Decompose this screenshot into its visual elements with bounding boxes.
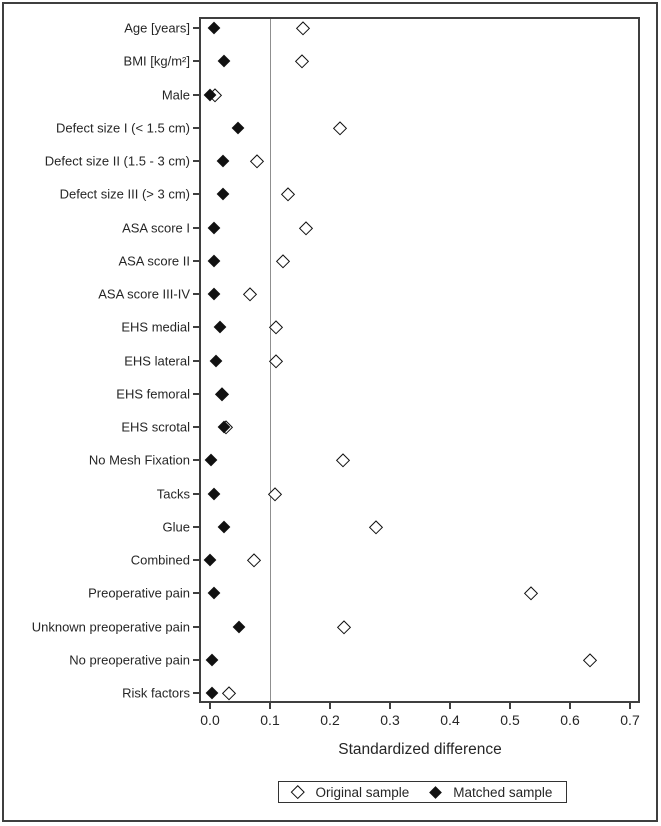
x-axis-title: Standardized difference <box>338 741 502 758</box>
y-axis-tick <box>193 625 200 628</box>
x-axis-tick-label: 0.2 <box>320 712 340 728</box>
y-axis-tick <box>193 692 200 694</box>
y-axis-tick <box>193 392 200 395</box>
y-axis-label: Defect size I (< 1.5 cm) <box>55 120 190 136</box>
y-axis-tick <box>193 27 200 29</box>
x-axis-tick-label: 0.7 <box>620 712 640 728</box>
y-axis-label: ASA score I <box>122 220 190 235</box>
legend-label-matched: Matched sample <box>453 784 553 800</box>
y-axis-label: ASA score III-IV <box>98 286 190 302</box>
x-axis-tick <box>569 703 571 709</box>
legend: Original sample Matched sample <box>278 781 568 803</box>
y-axis-label: BMI [kg/m²] <box>123 53 190 69</box>
y-axis-label: Age [years] <box>124 20 190 36</box>
y-axis-label: Preoperative pain <box>88 585 190 601</box>
y-axis-tick <box>193 160 200 162</box>
y-axis-label: EHS lateral <box>124 353 190 368</box>
y-axis-label: Risk factors <box>122 685 190 701</box>
y-axis-tick <box>193 592 200 595</box>
legend-label-original: Original sample <box>315 784 410 800</box>
x-axis-tick <box>329 703 331 709</box>
y-axis-tick <box>193 559 200 561</box>
y-axis-tick <box>193 326 200 329</box>
plot-area <box>199 17 640 703</box>
y-axis-label: Male <box>161 87 190 102</box>
y-axis-tick <box>193 359 200 362</box>
x-axis-tick <box>509 703 511 709</box>
x-axis-tick-label: 0.0 <box>200 712 220 728</box>
y-axis-tick <box>193 658 200 661</box>
y-axis-tick <box>193 492 200 495</box>
x-axis-tick-label: 0.4 <box>440 712 460 728</box>
y-axis-label: EHS medial <box>121 319 190 335</box>
y-axis-tick <box>193 259 200 262</box>
x-axis-tick-label: 0.5 <box>500 712 520 728</box>
y-axis-tick <box>193 126 200 129</box>
y-axis-label: EHS femoral <box>116 386 190 402</box>
y-axis-tick <box>193 293 200 295</box>
open-diamond-icon <box>291 785 305 799</box>
x-axis-tick <box>449 703 451 709</box>
x-axis-tick <box>209 703 211 709</box>
y-axis-tick <box>193 459 200 462</box>
y-axis-label: No preoperative pain <box>69 652 190 668</box>
y-axis-label: EHS scrotal <box>121 419 190 435</box>
y-axis-tick <box>193 60 200 63</box>
y-axis-label: Tacks <box>156 486 190 501</box>
legend-item-matched: Matched sample <box>429 784 553 800</box>
filled-diamond-icon <box>429 785 443 799</box>
x-axis-tick-label: 0.6 <box>560 712 580 728</box>
y-axis-tick <box>193 426 200 428</box>
y-axis-label: Combined <box>130 552 190 568</box>
x-axis-tick <box>629 703 631 709</box>
y-axis-label: Defect size II (1.5 - 3 cm) <box>44 153 190 169</box>
y-axis-label: Glue <box>162 519 190 535</box>
y-axis-label: No Mesh Fixation <box>88 452 190 468</box>
y-axis-tick <box>193 226 200 229</box>
y-axis-label: Unknown preoperative pain <box>31 619 190 634</box>
legend-item-original: Original sample <box>291 784 410 800</box>
y-axis-label: ASA score II <box>118 253 190 269</box>
y-axis-tick <box>193 193 200 196</box>
y-axis-tick <box>193 525 200 528</box>
x-axis-tick <box>389 703 391 709</box>
y-axis-label: Defect size III (> 3 cm) <box>59 186 190 202</box>
x-axis-tick-label: 0.3 <box>380 712 400 728</box>
x-axis-tick <box>269 703 271 709</box>
y-axis-tick <box>193 93 200 96</box>
x-axis-tick-label: 0.1 <box>260 712 280 728</box>
